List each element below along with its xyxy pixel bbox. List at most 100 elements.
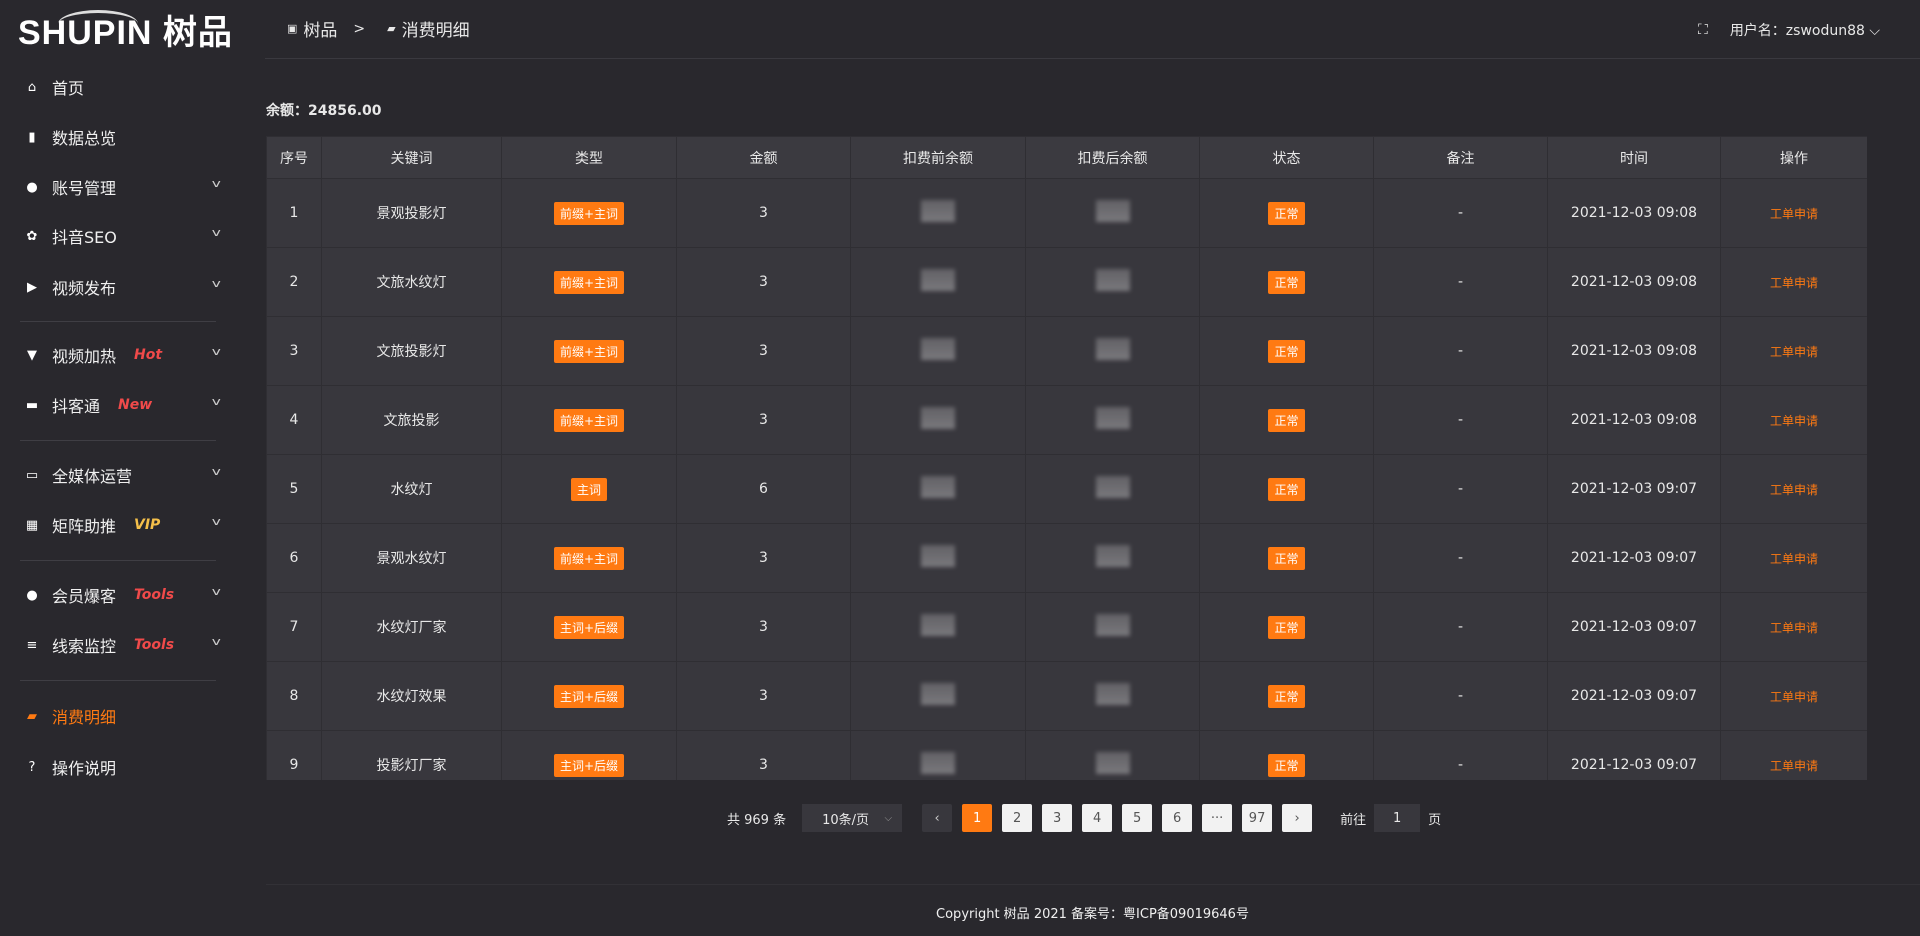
- sidebar-item-1[interactable]: ⌂ 首页: [0, 65, 240, 109]
- blurred-balance-after: [1095, 545, 1130, 567]
- sidebar-divider: [20, 680, 216, 681]
- amount: 3: [676, 592, 851, 662]
- keyword: 文旅投影灯: [321, 316, 502, 386]
- keyword: 水纹灯: [321, 454, 502, 524]
- ticket-request-link[interactable]: 工单申请: [1769, 689, 1818, 704]
- page-button[interactable]: 6: [1162, 804, 1193, 832]
- sidebar-item-13[interactable]: ? 操作说明: [0, 745, 240, 789]
- type-tag: 前缀+主词: [553, 270, 625, 294]
- page-button[interactable]: 97: [1242, 804, 1273, 832]
- blurred-balance-after: [1095, 614, 1130, 636]
- sidebar-item-4[interactable]: ✿ 抖音SEO v: [0, 214, 240, 258]
- sidebar-badge: VIP: [134, 517, 161, 533]
- monitor-icon: ▭: [25, 467, 39, 483]
- logo[interactable]: SHUPIN 树品: [18, 10, 233, 54]
- ticket-request-link[interactable]: 工单申请: [1769, 551, 1818, 566]
- amount: 6: [676, 454, 851, 524]
- sidebar-item-11[interactable]: ≡ 线索监控 Tools v: [0, 623, 240, 667]
- chat-icon: ▬: [25, 397, 39, 413]
- sidebar-item-12[interactable]: ▰ 消费明细: [0, 694, 240, 738]
- table-row: 8 水纹灯效果 主词+后缀 3 正常 - 2021-12-03 09:07 工单…: [266, 661, 1867, 731]
- sidebar-badge: New: [118, 397, 153, 413]
- next-page-button[interactable]: ›: [1282, 804, 1313, 832]
- time: 2021-12-03 09:07: [1547, 661, 1721, 731]
- table-row: 3 文旅投影灯 前缀+主词 3 正常 - 2021-12-03 09:08 工单…: [266, 316, 1867, 386]
- sidebar-item-label: 账号管理: [52, 179, 117, 198]
- row-number: 8: [266, 661, 322, 731]
- page-button[interactable]: 2: [1002, 804, 1033, 832]
- pagination: 共 969 条 10条/页 ⌵ ‹ 1 2 3 4 5 6 ··· 97 › 前往 1 页: [727, 804, 1441, 832]
- page-size-select[interactable]: 10条/页 ⌵: [802, 804, 903, 832]
- note: -: [1373, 661, 1548, 731]
- ticket-request-link[interactable]: 工单申请: [1769, 344, 1818, 359]
- sidebar-item-label: 消费明细: [52, 708, 117, 727]
- sidebar-item-8[interactable]: ▭ 全媒体运营 v: [0, 453, 240, 497]
- page-button[interactable]: 3: [1042, 804, 1073, 832]
- note: -: [1373, 454, 1548, 524]
- status-badge: 正常: [1268, 615, 1305, 639]
- blurred-balance-before: [921, 338, 955, 360]
- amount: 3: [676, 661, 851, 731]
- note: -: [1373, 316, 1548, 386]
- amount: 3: [676, 247, 851, 317]
- keyword: 景观投影灯: [321, 178, 502, 248]
- page-button[interactable]: 1: [962, 804, 993, 832]
- home-icon: ⌂: [27, 79, 37, 95]
- chevron-down-icon: ⌵: [884, 812, 893, 824]
- sidebar-item-2[interactable]: ▮ 数据总览: [0, 115, 240, 159]
- sliders-icon: ≡: [26, 637, 38, 653]
- chevron-down-icon: v: [212, 177, 222, 190]
- sidebar-item-label: 抖客通: [52, 397, 101, 416]
- note: -: [1373, 178, 1548, 248]
- ticket-request-link[interactable]: 工单申请: [1769, 482, 1818, 497]
- sidebar-item-label: 操作说明: [52, 759, 117, 778]
- ticket-request-link[interactable]: 工单申请: [1769, 413, 1818, 428]
- time: 2021-12-03 09:07: [1547, 730, 1721, 780]
- table-row: 5 水纹灯 主词 6 正常 - 2021-12-03 09:07 工单申请: [266, 454, 1867, 524]
- ticket-request-link[interactable]: 工单申请: [1769, 206, 1818, 221]
- sidebar-item-3[interactable]: ● 账号管理 v: [0, 165, 240, 209]
- goto-label: 前往: [1340, 812, 1367, 828]
- time: 2021-12-03 09:08: [1547, 316, 1721, 386]
- column-header: 金额: [676, 136, 851, 179]
- table-row: 7 水纹灯厂家 主词+后缀 3 正常 - 2021-12-03 09:07 工单…: [266, 592, 1867, 662]
- sidebar-item-6[interactable]: ▼ 视频加热 Hot v: [0, 333, 240, 377]
- sidebar-item-7[interactable]: ▬ 抖客通 New v: [0, 383, 240, 427]
- blurred-balance-before: [921, 269, 955, 291]
- sidebar-item-10[interactable]: ● 会员爆客 Tools v: [0, 573, 240, 617]
- user-menu[interactable]: 用户名：zswodun88 ⌵: [1730, 20, 1880, 40]
- type-tag: 主词+后缀: [553, 753, 625, 777]
- time: 2021-12-03 09:08: [1547, 247, 1721, 317]
- breadcrumb-home[interactable]: 树品: [303, 21, 338, 41]
- status-badge: 正常: [1268, 201, 1305, 225]
- page-button[interactable]: 4: [1082, 804, 1113, 832]
- chevron-down-icon: v: [212, 635, 222, 648]
- sidebar-item-label: 数据总览: [52, 129, 117, 148]
- page-button[interactable]: 5: [1122, 804, 1153, 832]
- table-header: 序号 关键词 类型 金额 扣费前余额 扣费后余额 状态 备注 时间 操作: [266, 136, 1867, 179]
- user-icon: ●: [26, 587, 38, 603]
- keyword: 文旅水纹灯: [321, 247, 502, 317]
- chevron-down-icon: v: [212, 395, 222, 408]
- fullscreen-icon[interactable]: ⛶: [1698, 22, 1708, 38]
- ticket-request-link[interactable]: 工单申请: [1769, 620, 1818, 635]
- column-header: 类型: [501, 136, 677, 179]
- amount: 3: [676, 178, 851, 248]
- ticket-request-link[interactable]: 工单申请: [1769, 758, 1818, 773]
- chevron-down-icon: v: [212, 277, 222, 290]
- time: 2021-12-03 09:07: [1547, 523, 1721, 593]
- sidebar-item-5[interactable]: ▶ 视频发布 v: [0, 265, 240, 309]
- chevron-down-icon: v: [212, 515, 222, 528]
- consumption-table[interactable]: 序号 关键词 类型 金额 扣费前余额 扣费后余额 状态 备注 时间 操作 1 景观投影灯 前缀+主…: [266, 136, 1867, 780]
- blurred-balance-after: [1095, 752, 1130, 774]
- page-button[interactable]: ···: [1202, 804, 1233, 832]
- sidebar-item-9[interactable]: ▦ 矩阵助推 VIP v: [0, 503, 240, 547]
- ticket-request-link[interactable]: 工单申请: [1769, 275, 1818, 290]
- prev-page-button[interactable]: ‹: [922, 804, 953, 832]
- goto-page-input[interactable]: 1: [1374, 804, 1421, 832]
- sidebar: SHUPIN 树品 ⌂ 首页 ▮ 数据总览 ● 账号管理 v ✿ 抖音SEO v ▶ 视频发布 v ▼ 视频…: [0, 0, 265, 936]
- bar-chart-icon: ▮: [28, 129, 36, 145]
- footer-divider: [266, 884, 1920, 885]
- grid-icon: ▦: [25, 517, 39, 533]
- amount: 3: [676, 730, 851, 780]
